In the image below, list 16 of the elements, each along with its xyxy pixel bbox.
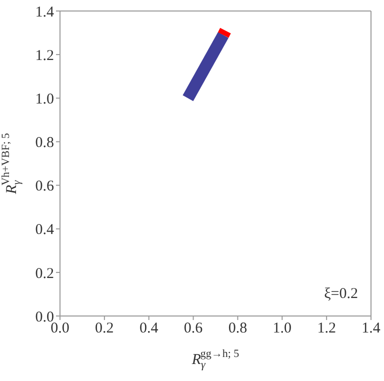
x-tick-label: 0.0: [50, 320, 70, 337]
x-tick-label: 0.4: [139, 320, 159, 337]
y-tick-label: 0.2: [35, 266, 54, 282]
y-tick-label: 0.8: [35, 135, 54, 152]
y-tick-label: 0.4: [35, 222, 54, 238]
y-tick-label: 1.4: [35, 4, 54, 20]
y-tick-label: 0.6: [35, 178, 54, 195]
x-tick-label: 1.0: [272, 320, 292, 337]
x-tick-label: 1.4: [362, 320, 381, 337]
y-tick-label: 1.0: [35, 91, 54, 108]
x-tick-label: 0.6: [184, 320, 204, 337]
y-tick-label: 1.2: [35, 48, 54, 64]
x-tick-label: 1.2: [317, 320, 336, 337]
x-tick-label: 0.2: [95, 320, 114, 337]
x-tick-label: 0.8: [228, 320, 248, 337]
annotation: ξ=0.2: [324, 286, 358, 303]
